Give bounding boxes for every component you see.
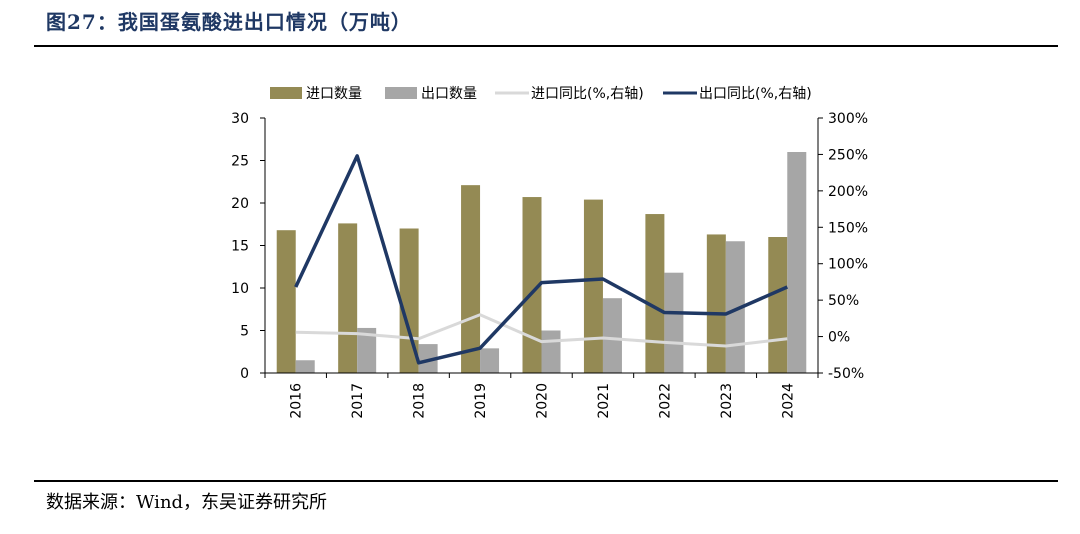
import-bar-2022 xyxy=(645,214,665,373)
legend-export-yoy-label: 出口同比(%,右轴) xyxy=(699,86,812,102)
x-tick-label-2017: 2017 xyxy=(350,383,366,419)
right-tick-label: 300% xyxy=(828,111,868,127)
import-bar-2024 xyxy=(768,237,788,373)
export-bar-2021 xyxy=(602,298,622,373)
right-tick-label: 50% xyxy=(828,293,859,309)
export-bar-2022 xyxy=(664,272,684,373)
legend-export-volume-label: 出口数量 xyxy=(421,86,477,102)
import-bar-2020 xyxy=(522,197,542,373)
right-tick-label: 250% xyxy=(828,147,868,163)
export-bar-2016 xyxy=(295,360,315,373)
legend-import-yoy-label: 进口同比(%,右轴) xyxy=(531,86,644,102)
left-tick-label: 0 xyxy=(240,366,249,382)
export-bar-2018 xyxy=(418,344,438,373)
right-tick-label: 150% xyxy=(828,220,868,236)
import-bar-2016 xyxy=(276,230,296,373)
import-bar-2019 xyxy=(461,185,481,373)
export-bar-2017 xyxy=(357,327,377,373)
right-tick-label: -50% xyxy=(828,366,864,382)
x-tick-label-2022: 2022 xyxy=(657,383,673,419)
legend-import-volume-label: 进口数量 xyxy=(306,86,362,102)
left-tick-label: 20 xyxy=(231,196,249,212)
import-bar-2023 xyxy=(706,234,726,373)
left-tick-label: 30 xyxy=(231,111,249,127)
import-bar-2017 xyxy=(338,223,358,373)
left-tick-label: 25 xyxy=(231,154,249,170)
right-tick-label: 200% xyxy=(828,184,868,200)
x-tick-label-2020: 2020 xyxy=(535,383,551,419)
left-tick-label: 10 xyxy=(231,281,249,297)
right-tick-label: 100% xyxy=(828,257,868,273)
export-yoy-line xyxy=(294,154,788,365)
x-tick-label-2024: 2024 xyxy=(780,383,796,419)
export-bar-2023 xyxy=(725,241,745,373)
source-note: 数据来源：Wind，东吴证券研究所 xyxy=(46,492,328,513)
x-tick-label-2019: 2019 xyxy=(473,383,489,419)
export-bar-2019 xyxy=(480,348,500,373)
import-yoy-line xyxy=(295,313,788,348)
legend-export-volume-swatch xyxy=(385,87,417,99)
legend-import-volume-swatch xyxy=(270,87,302,99)
left-tick-label: 15 xyxy=(231,239,249,255)
x-tick-label-2023: 2023 xyxy=(719,383,735,419)
export-bar-2020 xyxy=(541,330,561,373)
figure-title: 图27：我国蛋氨酸进出口情况（万吨） xyxy=(46,10,412,34)
import-bar-2021 xyxy=(583,199,603,373)
source-rule xyxy=(34,480,1058,482)
x-tick-label-2018: 2018 xyxy=(412,383,428,419)
title-rule xyxy=(34,45,1058,47)
left-tick-label: 5 xyxy=(240,324,249,340)
x-tick-label-2016: 2016 xyxy=(289,383,305,419)
export-bar-2024 xyxy=(787,152,807,373)
x-tick-label-2021: 2021 xyxy=(596,383,612,419)
right-tick-label: 0% xyxy=(828,330,850,346)
